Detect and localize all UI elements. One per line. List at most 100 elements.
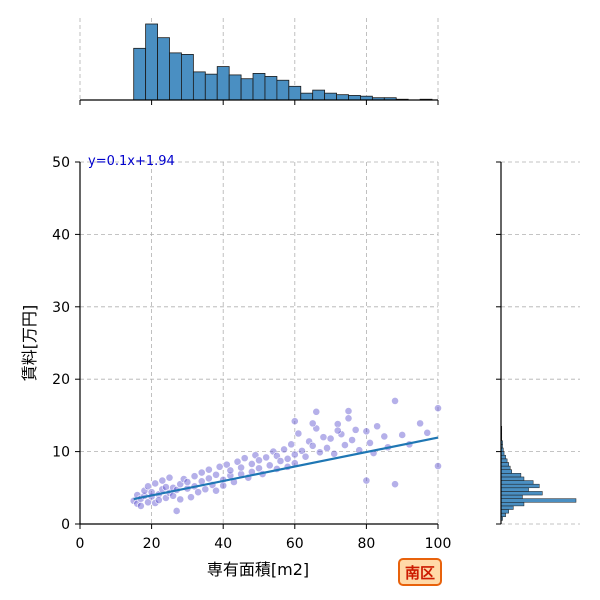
scatter-points [129, 397, 442, 515]
top-histogram-bar [324, 92, 337, 101]
right-histogram-bars [500, 426, 577, 521]
top-histogram-bar [264, 76, 278, 101]
scatter-point [294, 429, 303, 438]
scatter-point [151, 479, 160, 488]
right-histogram-bar [500, 502, 525, 507]
y-axis-label: 賃料[万円] [20, 305, 39, 382]
scatter-point [276, 457, 285, 465]
scatter-point [301, 452, 310, 461]
right-histogram-bar [500, 505, 514, 510]
scatter-point [237, 463, 245, 472]
scatter-point [287, 440, 296, 449]
y-tick-label: 50 [52, 155, 70, 171]
scatter-point [280, 445, 288, 454]
top-histogram-bar [145, 23, 158, 101]
scatter-point [323, 444, 331, 452]
right-histogram-bar [500, 494, 523, 499]
top-histogram-axis [79, 99, 439, 105]
scatter-point [240, 454, 249, 463]
main-axes [79, 162, 438, 525]
scatter-point [219, 481, 228, 490]
scatter-point [290, 450, 299, 459]
scatter-point [434, 404, 442, 413]
top-histogram-bar [204, 73, 218, 101]
scatter-point [265, 461, 274, 470]
scatter-point [362, 476, 371, 485]
scatter-panel: 0 20 40 60 80 100 0 10 20 30 40 50 y=0.1x+1.94 専有面… [20, 154, 451, 579]
scatter-point [348, 436, 356, 444]
y-tick-labels: 0 10 20 30 40 50 [52, 155, 80, 533]
top-histogram-bar [312, 89, 326, 101]
top-histogram-bars [133, 23, 433, 101]
right-histogram-bar [500, 462, 509, 467]
top-histogram-bar [300, 92, 314, 101]
scatter-point [262, 453, 271, 462]
scatter-point [247, 460, 256, 468]
scatter-point [298, 446, 306, 455]
scatter-point [366, 439, 374, 447]
scatter-point [351, 425, 360, 434]
right-histogram-bar [500, 465, 511, 470]
scatter-point [255, 464, 263, 473]
top-histogram-bar [252, 73, 266, 101]
top-histogram-bar [336, 94, 349, 101]
x-tick-label: 40 [214, 536, 232, 552]
right-histogram-bar [500, 473, 522, 478]
right-histogram-bar [500, 458, 508, 463]
scatter-point [333, 426, 342, 435]
y-tick-label: 0 [61, 517, 70, 533]
right-histogram-bar [500, 487, 529, 492]
top-histogram-bar [276, 79, 290, 101]
scatter-point [204, 465, 213, 474]
scatter-point [380, 432, 389, 441]
scatter-point [201, 485, 210, 494]
y-tick-label: 40 [52, 227, 70, 243]
top-histogram-bar [216, 66, 230, 101]
scatter-point [165, 473, 174, 482]
scatter-point [212, 470, 220, 479]
x-tick-label: 100 [425, 536, 452, 552]
scatter-point [319, 433, 328, 442]
scatter-point [416, 419, 424, 428]
region-badge: 南区 [398, 558, 442, 586]
scatter-point [398, 431, 407, 439]
scatter-point [176, 495, 185, 504]
scatter-point [255, 456, 263, 465]
top-histogram-bar [288, 85, 302, 101]
regression-line [133, 436, 439, 501]
top-histogram-bar [133, 47, 147, 101]
scatter-point [222, 460, 231, 469]
right-histogram-axis [496, 161, 502, 525]
top-histogram-bar [228, 74, 242, 101]
scatter-point [344, 407, 353, 415]
scatter-point [144, 482, 152, 491]
x-tick-label: 80 [357, 536, 375, 552]
scatter-point [344, 414, 353, 423]
scatter-point [215, 462, 224, 471]
right-histogram-bar [500, 512, 506, 518]
regression-line-path [133, 436, 439, 501]
top-histogram-bar [169, 52, 182, 101]
top-histogram-bar [348, 95, 361, 101]
scatter-point [183, 478, 192, 486]
scatter-point [326, 434, 335, 443]
scatter-point [187, 493, 195, 502]
scatter-point [373, 422, 382, 431]
right-histogram-grid [501, 161, 580, 525]
right-histogram-bar [500, 509, 509, 514]
scatter-point [172, 507, 181, 515]
right-histogram [496, 161, 580, 525]
scatter-point [136, 501, 145, 510]
scatter-point [158, 476, 167, 485]
right-histogram-bar [500, 483, 540, 489]
right-histogram-bar [500, 454, 506, 460]
top-histogram-bar [181, 54, 194, 101]
x-tick-label: 20 [143, 536, 161, 552]
right-histogram-bar [500, 491, 543, 496]
scatter-point [290, 417, 299, 426]
scatter-point [308, 419, 317, 428]
y-tick-label: 10 [52, 445, 70, 461]
scatter-point [391, 480, 399, 489]
scatter-point [283, 454, 292, 463]
